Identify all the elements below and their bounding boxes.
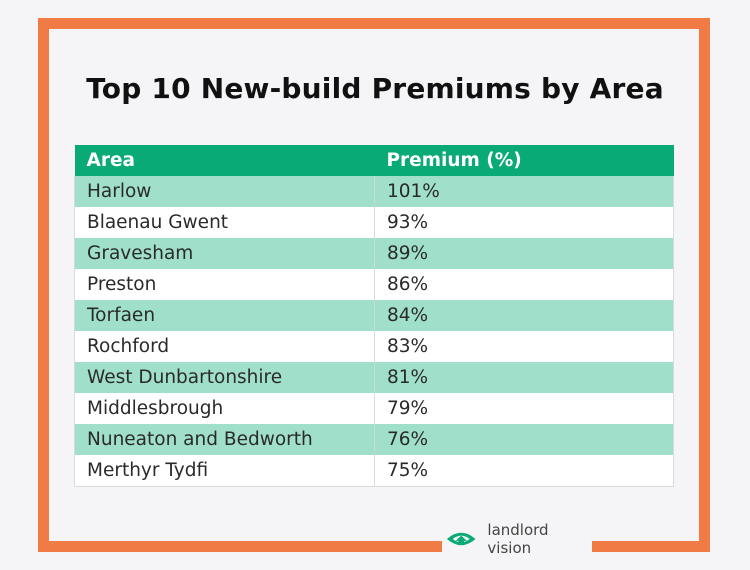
table-row: Preston 86% bbox=[74, 269, 674, 300]
table-row: Middlesbrough 79% bbox=[74, 393, 674, 424]
area-cell: Rochford bbox=[74, 331, 375, 362]
landlord-vision-logo: landlord vision bbox=[442, 521, 592, 557]
table-row: Blaenau Gwent 93% bbox=[74, 207, 674, 238]
premium-cell: 79% bbox=[374, 393, 674, 424]
table-header-row: Area Premium (%) bbox=[74, 145, 674, 176]
premiums-table: Area Premium (%) Harlow 101% Blaenau Gwe… bbox=[74, 145, 674, 487]
table-row: Merthyr Tydfi 75% bbox=[74, 455, 674, 487]
premium-cell: 84% bbox=[374, 300, 674, 331]
table-row: West Dunbartonshire 81% bbox=[74, 362, 674, 393]
area-cell: Blaenau Gwent bbox=[74, 207, 375, 238]
area-cell: Harlow bbox=[74, 176, 375, 207]
premium-cell: 81% bbox=[374, 362, 674, 393]
area-cell: Torfaen bbox=[74, 300, 375, 331]
premium-cell: 93% bbox=[374, 207, 674, 238]
logo-text: landlord vision bbox=[487, 521, 549, 557]
table-row: Gravesham 89% bbox=[74, 238, 674, 269]
column-header-area: Area bbox=[74, 145, 375, 176]
table-row: Nuneaton and Bedworth 76% bbox=[74, 424, 674, 455]
area-cell: Preston bbox=[74, 269, 375, 300]
premium-cell: 76% bbox=[374, 424, 674, 455]
premium-cell: 89% bbox=[374, 238, 674, 269]
area-cell: Gravesham bbox=[74, 238, 375, 269]
premium-cell: 83% bbox=[374, 331, 674, 362]
eye-house-logo-icon bbox=[446, 532, 476, 546]
area-cell: Merthyr Tydfi bbox=[74, 455, 375, 487]
premium-cell: 75% bbox=[374, 455, 674, 487]
premium-cell: 101% bbox=[374, 176, 674, 207]
area-cell: West Dunbartonshire bbox=[74, 362, 375, 393]
table-row: Torfaen 84% bbox=[74, 300, 674, 331]
page-title: Top 10 New-build Premiums by Area bbox=[86, 72, 664, 105]
table-row: Rochford 83% bbox=[74, 331, 674, 362]
column-header-premium: Premium (%) bbox=[374, 145, 674, 176]
table-row: Harlow 101% bbox=[74, 176, 674, 207]
area-cell: Nuneaton and Bedworth bbox=[74, 424, 375, 455]
area-cell: Middlesbrough bbox=[74, 393, 375, 424]
premium-cell: 86% bbox=[374, 269, 674, 300]
